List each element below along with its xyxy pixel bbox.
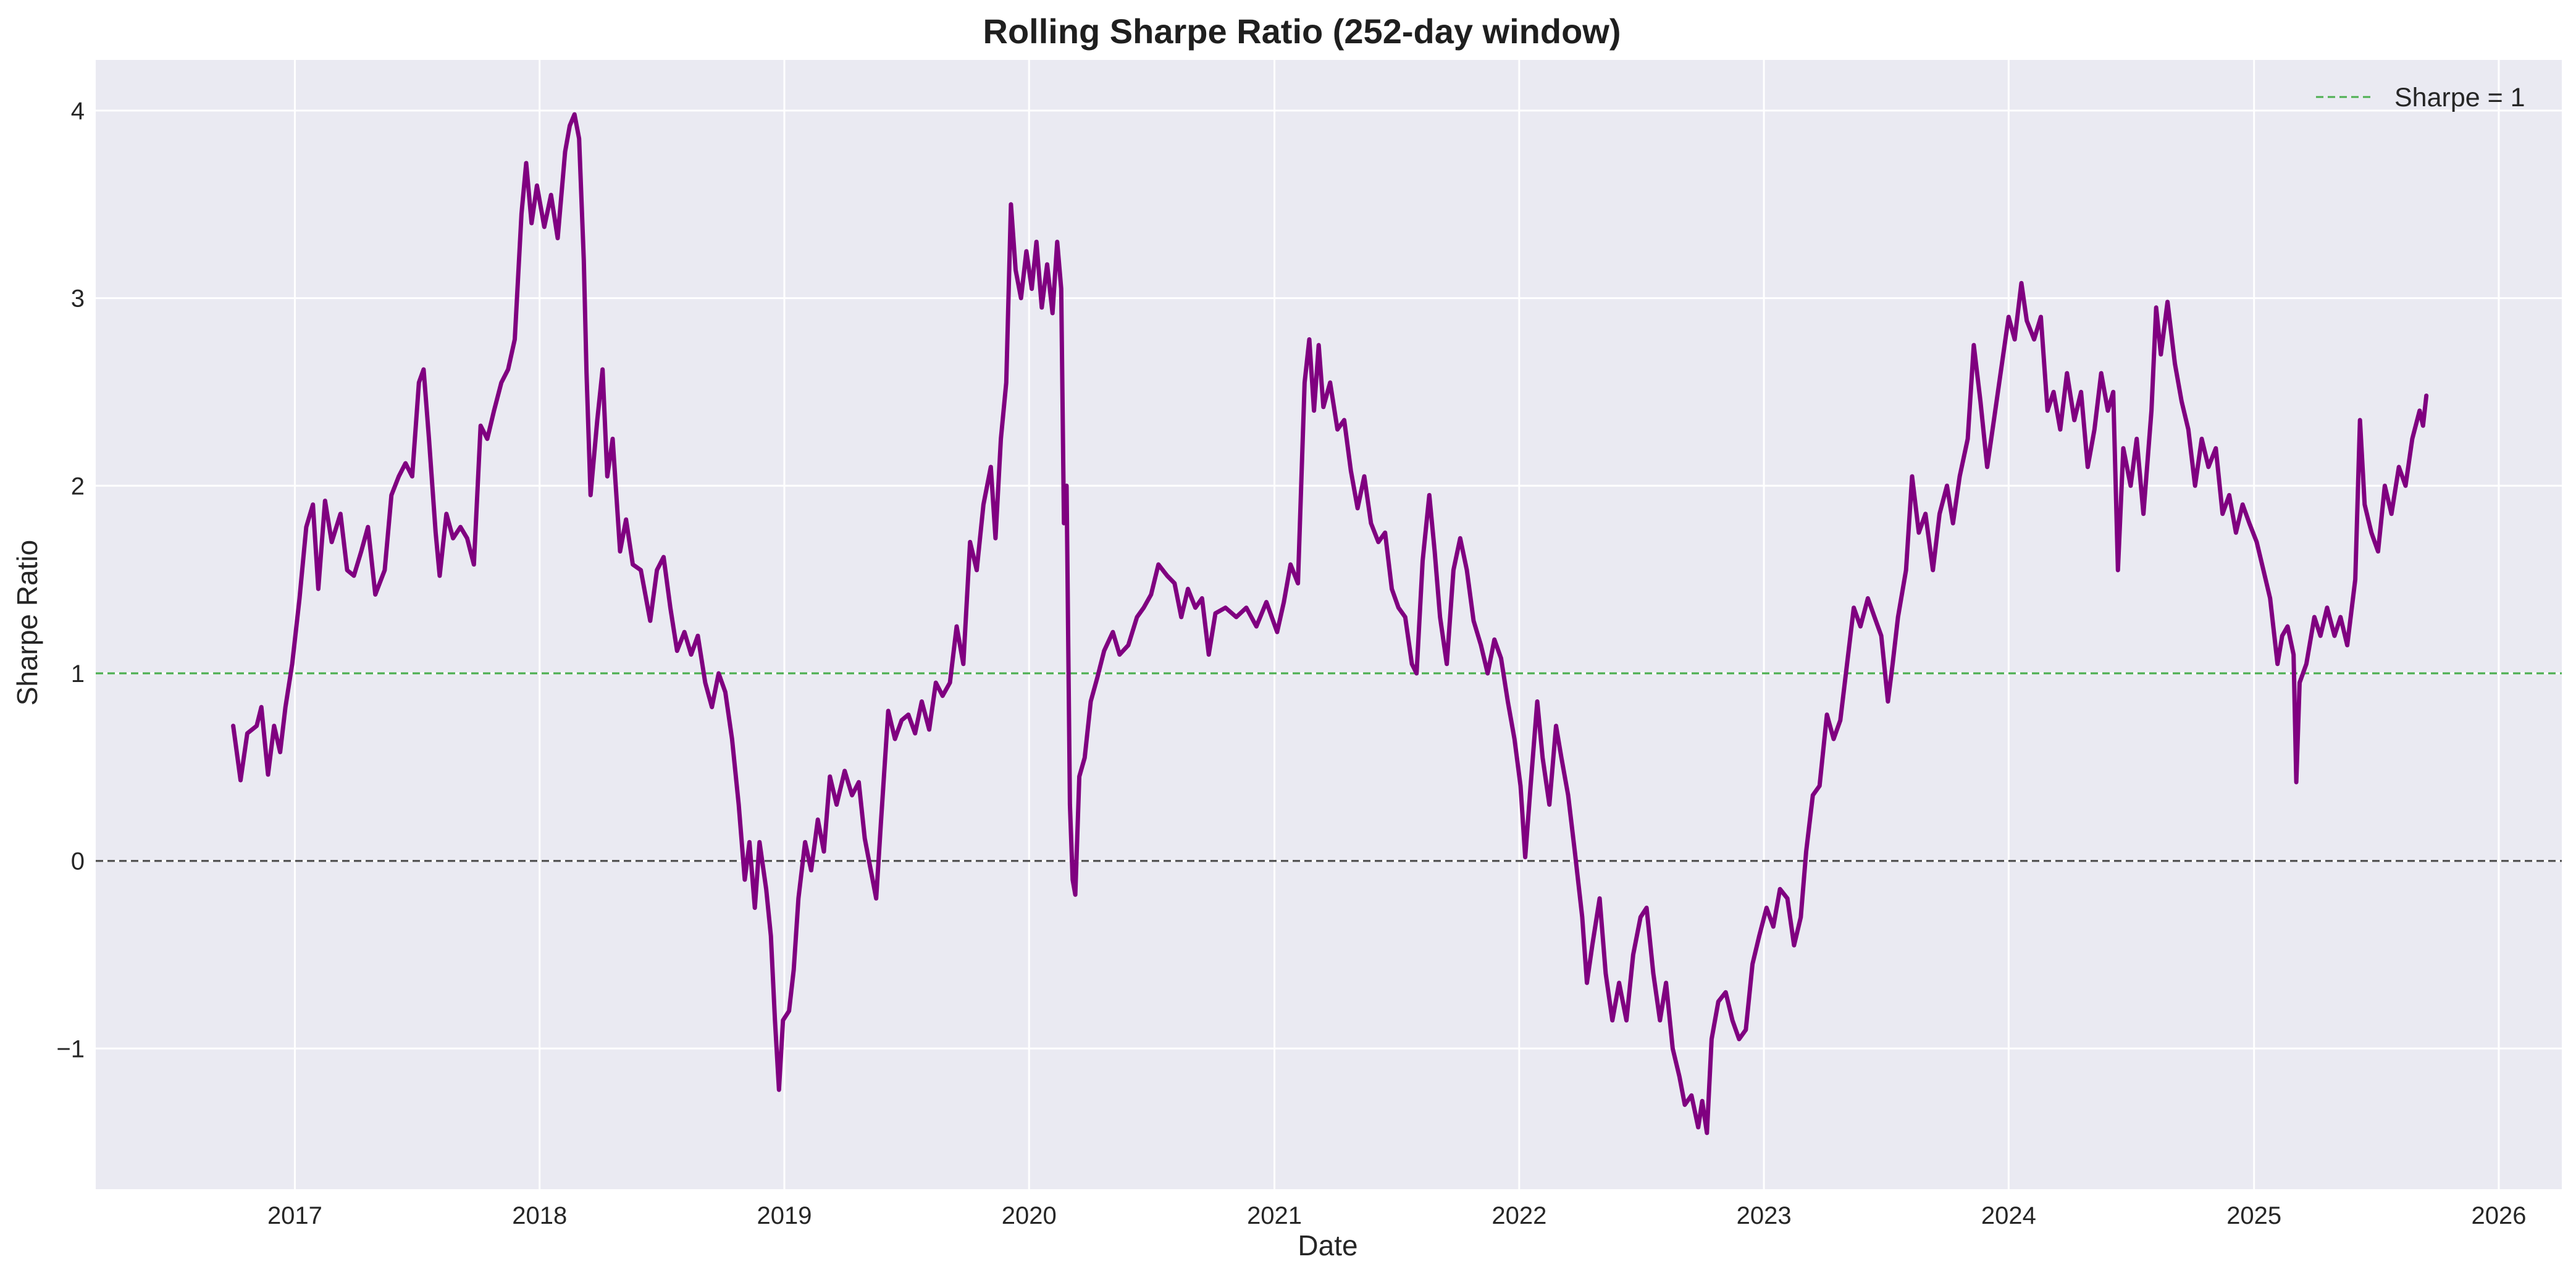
rolling-sharpe-line: [231, 112, 2429, 1135]
reference-lines: [96, 672, 2562, 862]
y-tick-label: 0: [71, 848, 85, 875]
x-tick-label: 2018: [512, 1202, 567, 1229]
y-tick-label: 1: [71, 660, 85, 688]
x-tick-label: 2021: [1247, 1202, 1302, 1229]
x-tick-label: 2024: [1981, 1202, 2036, 1229]
y-axis-label: Sharpe Ratio: [11, 540, 43, 706]
gridlines: [96, 60, 2562, 1189]
x-tick-label: 2017: [267, 1202, 322, 1229]
x-tick-label: 2019: [757, 1202, 812, 1229]
tick-labels: 2017 2018 2019 2020 2021 2022 2023 2024 2025 2026…: [56, 98, 2526, 1229]
y-tick-label: 3: [71, 285, 85, 313]
y-tick-label: 2: [71, 473, 85, 500]
y-tick-label: −1: [56, 1035, 85, 1063]
legend: Sharpe = 1: [2316, 83, 2525, 112]
series-layer: [231, 112, 2429, 1135]
y-tick-label: 4: [71, 98, 85, 125]
x-tick-label: 2025: [2226, 1202, 2281, 1229]
x-tick-label: 2020: [1002, 1202, 1057, 1229]
x-tick-label: 2023: [1737, 1202, 1792, 1229]
plot-area: [96, 60, 2562, 1189]
chart-title: Rolling Sharpe Ratio (252-day window): [983, 12, 1621, 51]
x-axis-label: Date: [1298, 1229, 1357, 1261]
x-tick-label: 2022: [1491, 1202, 1546, 1229]
x-tick-label: 2026: [2471, 1202, 2526, 1229]
legend-sharpe-1-label: Sharpe = 1: [2394, 83, 2525, 112]
